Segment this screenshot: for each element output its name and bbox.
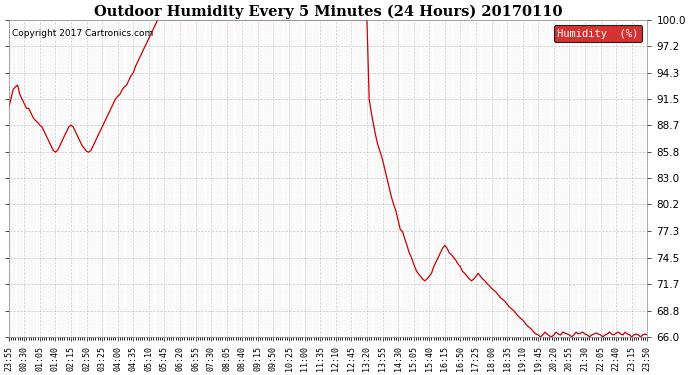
Title: Outdoor Humidity Every 5 Minutes (24 Hours) 20170110: Outdoor Humidity Every 5 Minutes (24 Hou… [94,4,562,18]
Text: Copyright 2017 Cartronics.com: Copyright 2017 Cartronics.com [12,29,153,38]
Legend: Humidity  (%): Humidity (%) [553,25,642,42]
